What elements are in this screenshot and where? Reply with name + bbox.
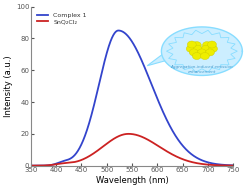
Circle shape	[193, 45, 202, 52]
SnQ₂Cl₂	[189, 160, 192, 163]
X-axis label: Wavelength (nm): Wavelength (nm)	[96, 176, 169, 185]
Circle shape	[186, 45, 195, 52]
Circle shape	[189, 49, 198, 56]
Circle shape	[198, 49, 206, 56]
Polygon shape	[167, 30, 237, 72]
Polygon shape	[161, 27, 242, 75]
Complex 1	[128, 37, 131, 39]
Circle shape	[187, 41, 196, 48]
SnQ₂Cl₂	[232, 164, 235, 167]
Y-axis label: Intensity (a.u.): Intensity (a.u.)	[4, 55, 13, 117]
Circle shape	[201, 45, 210, 52]
SnQ₂Cl₂	[29, 164, 32, 167]
Complex 1	[117, 29, 120, 32]
Complex 1	[40, 164, 43, 167]
Line: Complex 1: Complex 1	[31, 30, 233, 166]
Polygon shape	[147, 54, 173, 66]
Complex 1	[232, 164, 235, 167]
Circle shape	[200, 53, 209, 60]
Circle shape	[208, 41, 216, 48]
Text: Aggregation-induced emission
enhancement: Aggregation-induced emission enhancement	[170, 65, 233, 74]
SnQ₂Cl₂	[127, 133, 130, 135]
Circle shape	[192, 53, 201, 60]
Complex 1	[123, 31, 125, 34]
Circle shape	[205, 49, 215, 56]
Circle shape	[209, 45, 217, 52]
Complex 1	[226, 164, 229, 166]
Legend: Complex 1, SnQ₂Cl₂: Complex 1, SnQ₂Cl₂	[36, 11, 88, 26]
Complex 1	[226, 164, 229, 166]
Complex 1	[189, 152, 192, 154]
SnQ₂Cl₂	[128, 133, 131, 135]
Circle shape	[202, 42, 211, 49]
SnQ₂Cl₂	[40, 164, 43, 167]
Line: SnQ₂Cl₂: SnQ₂Cl₂	[31, 134, 233, 166]
SnQ₂Cl₂	[123, 133, 125, 136]
Circle shape	[192, 42, 201, 49]
Complex 1	[29, 165, 32, 167]
SnQ₂Cl₂	[226, 164, 229, 167]
SnQ₂Cl₂	[226, 164, 229, 167]
